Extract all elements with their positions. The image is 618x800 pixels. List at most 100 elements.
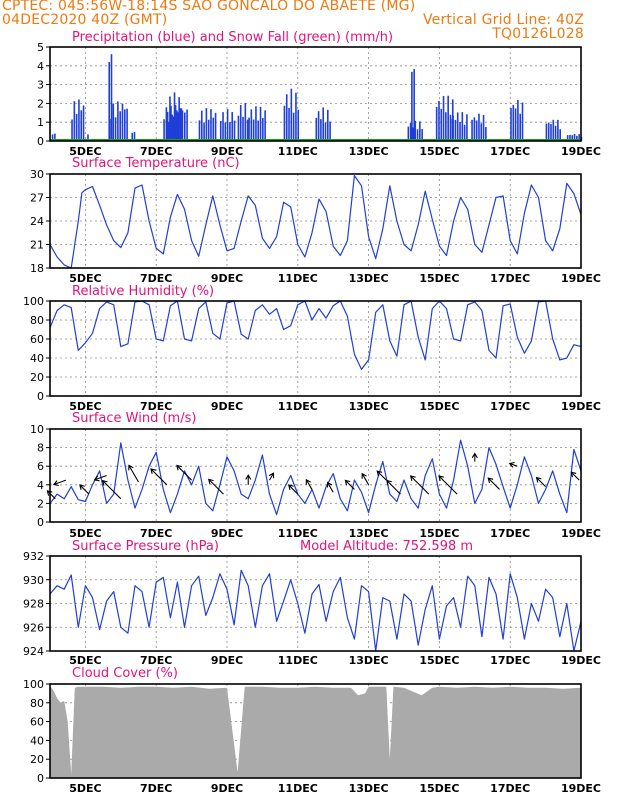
wind-vector <box>102 480 122 500</box>
precip-bar <box>324 122 327 141</box>
y-tick-label: 0 <box>37 390 44 403</box>
y-tick-label: 100 <box>23 295 44 308</box>
date-label: 19DEC <box>561 527 601 540</box>
wind-vector <box>327 482 334 493</box>
precip-bar <box>438 101 440 141</box>
precip-bar <box>521 102 524 141</box>
y-tick-label: 60 <box>30 716 44 729</box>
precip-bar <box>416 129 419 141</box>
y-tick-label: 2 <box>37 497 44 510</box>
y-tick-label: 27 <box>30 192 44 205</box>
precip-bar <box>292 112 295 141</box>
wind-vector-head <box>508 461 515 468</box>
precip-bar <box>117 101 119 141</box>
precip-bar <box>571 135 574 141</box>
panel-title: Surface Temperature (nC) <box>72 156 240 171</box>
date-label: 5DEC <box>69 527 101 540</box>
date-label: 7DEC <box>140 272 172 285</box>
precip-bar <box>290 88 293 141</box>
date-label: 11DEC <box>278 400 318 413</box>
y-tick-label: 1 <box>37 116 44 129</box>
wind-vector <box>94 474 107 481</box>
precip-bar <box>170 105 172 141</box>
precip-bar <box>166 111 169 141</box>
temp-series-line <box>49 175 582 269</box>
wind-vector <box>208 479 224 495</box>
date-label: 9DEC <box>211 782 243 795</box>
precip-bar <box>471 119 473 141</box>
precip-bar <box>237 115 240 141</box>
panel-title: Surface Wind (m/s) <box>72 411 196 426</box>
precip-bar <box>262 118 264 141</box>
wind-vector-head <box>245 474 252 480</box>
precip-bar <box>178 97 180 141</box>
wind-vector <box>269 472 274 481</box>
precip-bar <box>186 109 188 141</box>
wind-vector <box>487 477 500 490</box>
precip-bar <box>297 109 300 141</box>
y-tick-label: 100 <box>23 678 44 691</box>
date-label: 19DEC <box>561 782 601 795</box>
y-tick-label: 60 <box>30 333 44 346</box>
y-tick-label: 928 <box>23 598 44 611</box>
precip-bar <box>112 103 115 141</box>
date-label: 13DEC <box>349 400 389 413</box>
date-label: 5DEC <box>69 272 101 285</box>
wind-vector-head <box>535 476 542 483</box>
precip-bar <box>257 120 260 141</box>
date-label: 5DEC <box>69 400 101 413</box>
date-label: 9DEC <box>211 145 243 158</box>
precip-bar <box>295 92 297 141</box>
precip-bar <box>412 127 414 141</box>
y-tick-label: 21 <box>30 239 44 252</box>
precip-bar <box>547 122 550 141</box>
precip-bar <box>174 105 177 141</box>
wind-vector-head <box>287 484 294 491</box>
date-label: 15DEC <box>419 145 459 158</box>
precip-bar <box>320 119 322 141</box>
panel-temp: 18 21 24 27 30 5DEC 7DEC 9DEC 11DEC 13DEC 15DEC 17D… <box>30 156 601 285</box>
y-tick-label: 4 <box>37 60 44 73</box>
precip-bar <box>126 108 128 141</box>
y-tick-label: 24 <box>30 215 44 228</box>
precip-bar <box>283 105 286 141</box>
precip-bar <box>554 125 557 141</box>
precip-bar <box>442 96 445 141</box>
wind-vector <box>305 479 313 490</box>
y-tick-label: 924 <box>23 645 44 658</box>
date-label: 17DEC <box>490 400 530 413</box>
precip-bar <box>163 119 165 141</box>
y-tick-label: 3 <box>37 79 44 92</box>
model-altitude-label: Model Altitude: 752.598 m <box>300 539 473 554</box>
date-label: 19DEC <box>561 272 601 285</box>
precip-bar <box>407 126 410 141</box>
wind-vector-head <box>79 484 85 491</box>
precip-bar <box>214 112 217 141</box>
wind-vector <box>376 470 387 481</box>
precip-bar <box>87 134 89 141</box>
panel-title: Cloud Cover (%) <box>72 666 178 681</box>
precip-bar <box>419 121 421 141</box>
date-label: 19DEC <box>561 400 601 413</box>
precip-bar <box>329 121 331 141</box>
precip-bar <box>231 112 234 141</box>
precip-bar <box>259 106 262 141</box>
wind-vector <box>361 473 370 486</box>
precip-bar <box>78 99 80 141</box>
date-label: 7DEC <box>140 654 172 667</box>
date-label: 17DEC <box>490 782 530 795</box>
precip-bar <box>171 114 174 141</box>
y-tick-label: 930 <box>23 574 44 587</box>
precip-bar <box>482 115 485 141</box>
precip-bar <box>167 121 170 141</box>
date-label: 17DEC <box>490 654 530 667</box>
wind-vector-head <box>438 475 444 481</box>
precip-bar <box>421 129 423 141</box>
precip-bar <box>73 101 76 141</box>
wind-vector-head <box>128 464 134 471</box>
y-tick-label: 40 <box>30 352 44 365</box>
precip-bar <box>454 119 457 141</box>
precip-bar <box>82 105 85 141</box>
precip-bar <box>440 108 443 141</box>
precip-bar <box>207 119 210 141</box>
